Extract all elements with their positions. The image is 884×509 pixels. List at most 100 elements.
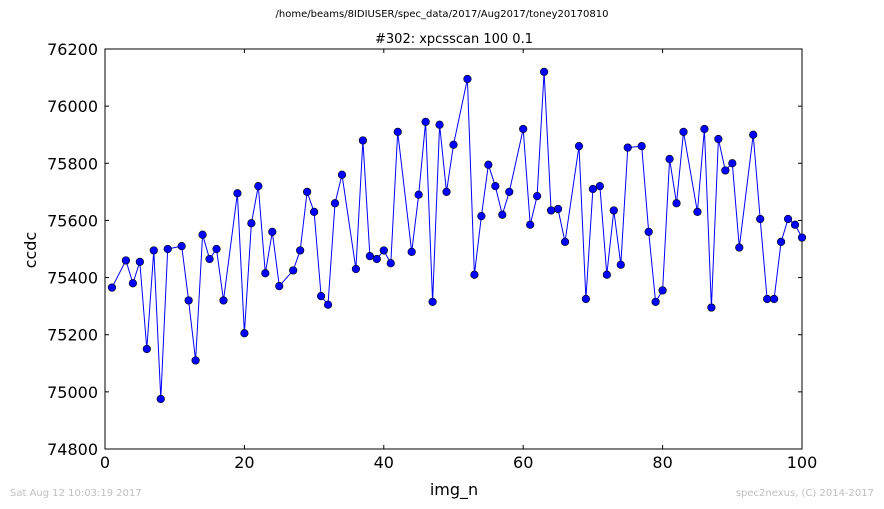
data-point (574, 142, 584, 151)
x-tick-label: 0 (100, 453, 110, 472)
data-point (470, 270, 479, 279)
data-point (463, 74, 472, 84)
data-point (407, 247, 416, 256)
data-point (107, 283, 117, 292)
data-point (637, 142, 646, 151)
y-tick-label: 75200 (47, 326, 98, 345)
data-point (546, 206, 556, 215)
data-point (421, 117, 430, 126)
data-point (644, 227, 653, 236)
data-point (268, 227, 277, 236)
y-tick-label: 75000 (47, 383, 98, 402)
data-point (442, 187, 451, 196)
data-point (735, 243, 744, 252)
footer-credit: spec2nexus, (C) 2014-2017 (735, 488, 874, 499)
data-point (623, 143, 632, 152)
data-point (560, 237, 570, 246)
data-point (428, 297, 437, 306)
data-point (658, 286, 667, 295)
data-point (205, 254, 214, 264)
data-point (393, 127, 402, 136)
data-point (149, 246, 158, 255)
data-point (581, 294, 591, 304)
data-point (240, 329, 249, 338)
page-title: /home/beams/8IDIUSER/spec_data/2017/Aug2… (275, 9, 609, 20)
footer-timestamp: Sat Aug 12 10:03:19 2017 (10, 488, 142, 499)
data-point (505, 187, 514, 196)
y-tick-label: 74800 (47, 440, 98, 459)
y-axis-label: ccdc (21, 232, 40, 269)
data-point (163, 244, 172, 254)
data-point (135, 257, 144, 266)
x-tick-label: 20 (234, 453, 254, 472)
y-tick-label: 75400 (47, 269, 98, 288)
data-point (142, 344, 151, 354)
data-point (449, 140, 458, 149)
data-point (128, 279, 137, 288)
plot-frame (104, 48, 803, 450)
data-point (588, 184, 598, 194)
data-point (233, 189, 242, 198)
data-point (198, 230, 207, 239)
data-point (365, 252, 374, 261)
data-point (533, 192, 542, 201)
y-tick-label: 76000 (47, 97, 98, 116)
data-point (770, 294, 779, 304)
data-point (386, 259, 395, 268)
x-tick-label: 40 (374, 453, 394, 472)
data-point (609, 206, 618, 215)
data-point (728, 159, 737, 168)
series-group (107, 67, 807, 404)
data-point (553, 204, 563, 214)
data-point (776, 237, 786, 246)
data-point (254, 182, 263, 191)
data-point (595, 182, 604, 191)
data-point (790, 220, 800, 229)
data-point (749, 130, 758, 139)
data-point (519, 124, 528, 134)
y-tick-label: 75600 (47, 211, 98, 230)
x-tick-label: 80 (652, 453, 672, 472)
data-point (672, 199, 681, 208)
data-point (707, 303, 716, 312)
data-point (191, 356, 200, 365)
data-point (358, 136, 367, 145)
chart-title: #302: xpcsscan 100 0.1 (375, 32, 533, 47)
data-point (316, 292, 326, 301)
data-point (296, 246, 305, 255)
data-point (435, 120, 444, 129)
data-point (275, 282, 284, 291)
data-point (693, 207, 702, 216)
data-point (679, 127, 688, 136)
data-point (700, 124, 709, 134)
x-axis-label: img_n (430, 480, 478, 500)
data-point (310, 207, 319, 216)
data-point (721, 166, 730, 175)
data-point (330, 199, 340, 208)
data-point (289, 266, 298, 275)
data-point (665, 154, 674, 164)
data-point (414, 190, 423, 199)
data-point (121, 256, 131, 265)
data-point (212, 244, 221, 254)
data-point (184, 296, 193, 305)
data-point (219, 296, 228, 305)
data-point (351, 264, 361, 274)
data-point (156, 394, 165, 404)
data-point (261, 269, 270, 278)
data-point (337, 170, 347, 179)
data-point (763, 294, 772, 304)
data-point (616, 260, 625, 269)
axes: 0 20 40 60 80 100 74800 75000 75200 75400 75600 758… (47, 40, 817, 472)
data-point (540, 67, 549, 76)
data-point (372, 254, 381, 264)
data-point (303, 187, 312, 196)
data-point (714, 134, 723, 144)
data-point (756, 214, 765, 224)
x-tick-label: 60 (513, 453, 533, 472)
y-tick-label: 76200 (47, 40, 98, 59)
data-point (177, 242, 186, 251)
y-tick-label: 75800 (47, 154, 98, 173)
data-point (379, 246, 388, 255)
